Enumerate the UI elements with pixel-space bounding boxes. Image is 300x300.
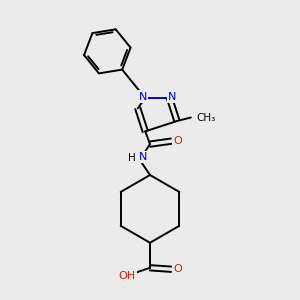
Text: H: H	[128, 153, 136, 163]
Text: N: N	[168, 92, 176, 101]
Text: N: N	[139, 152, 147, 162]
Text: O: O	[173, 264, 182, 274]
Text: CH₃: CH₃	[197, 112, 216, 122]
Text: N: N	[139, 92, 147, 101]
Text: O: O	[173, 136, 182, 146]
Text: OH: OH	[119, 271, 136, 281]
